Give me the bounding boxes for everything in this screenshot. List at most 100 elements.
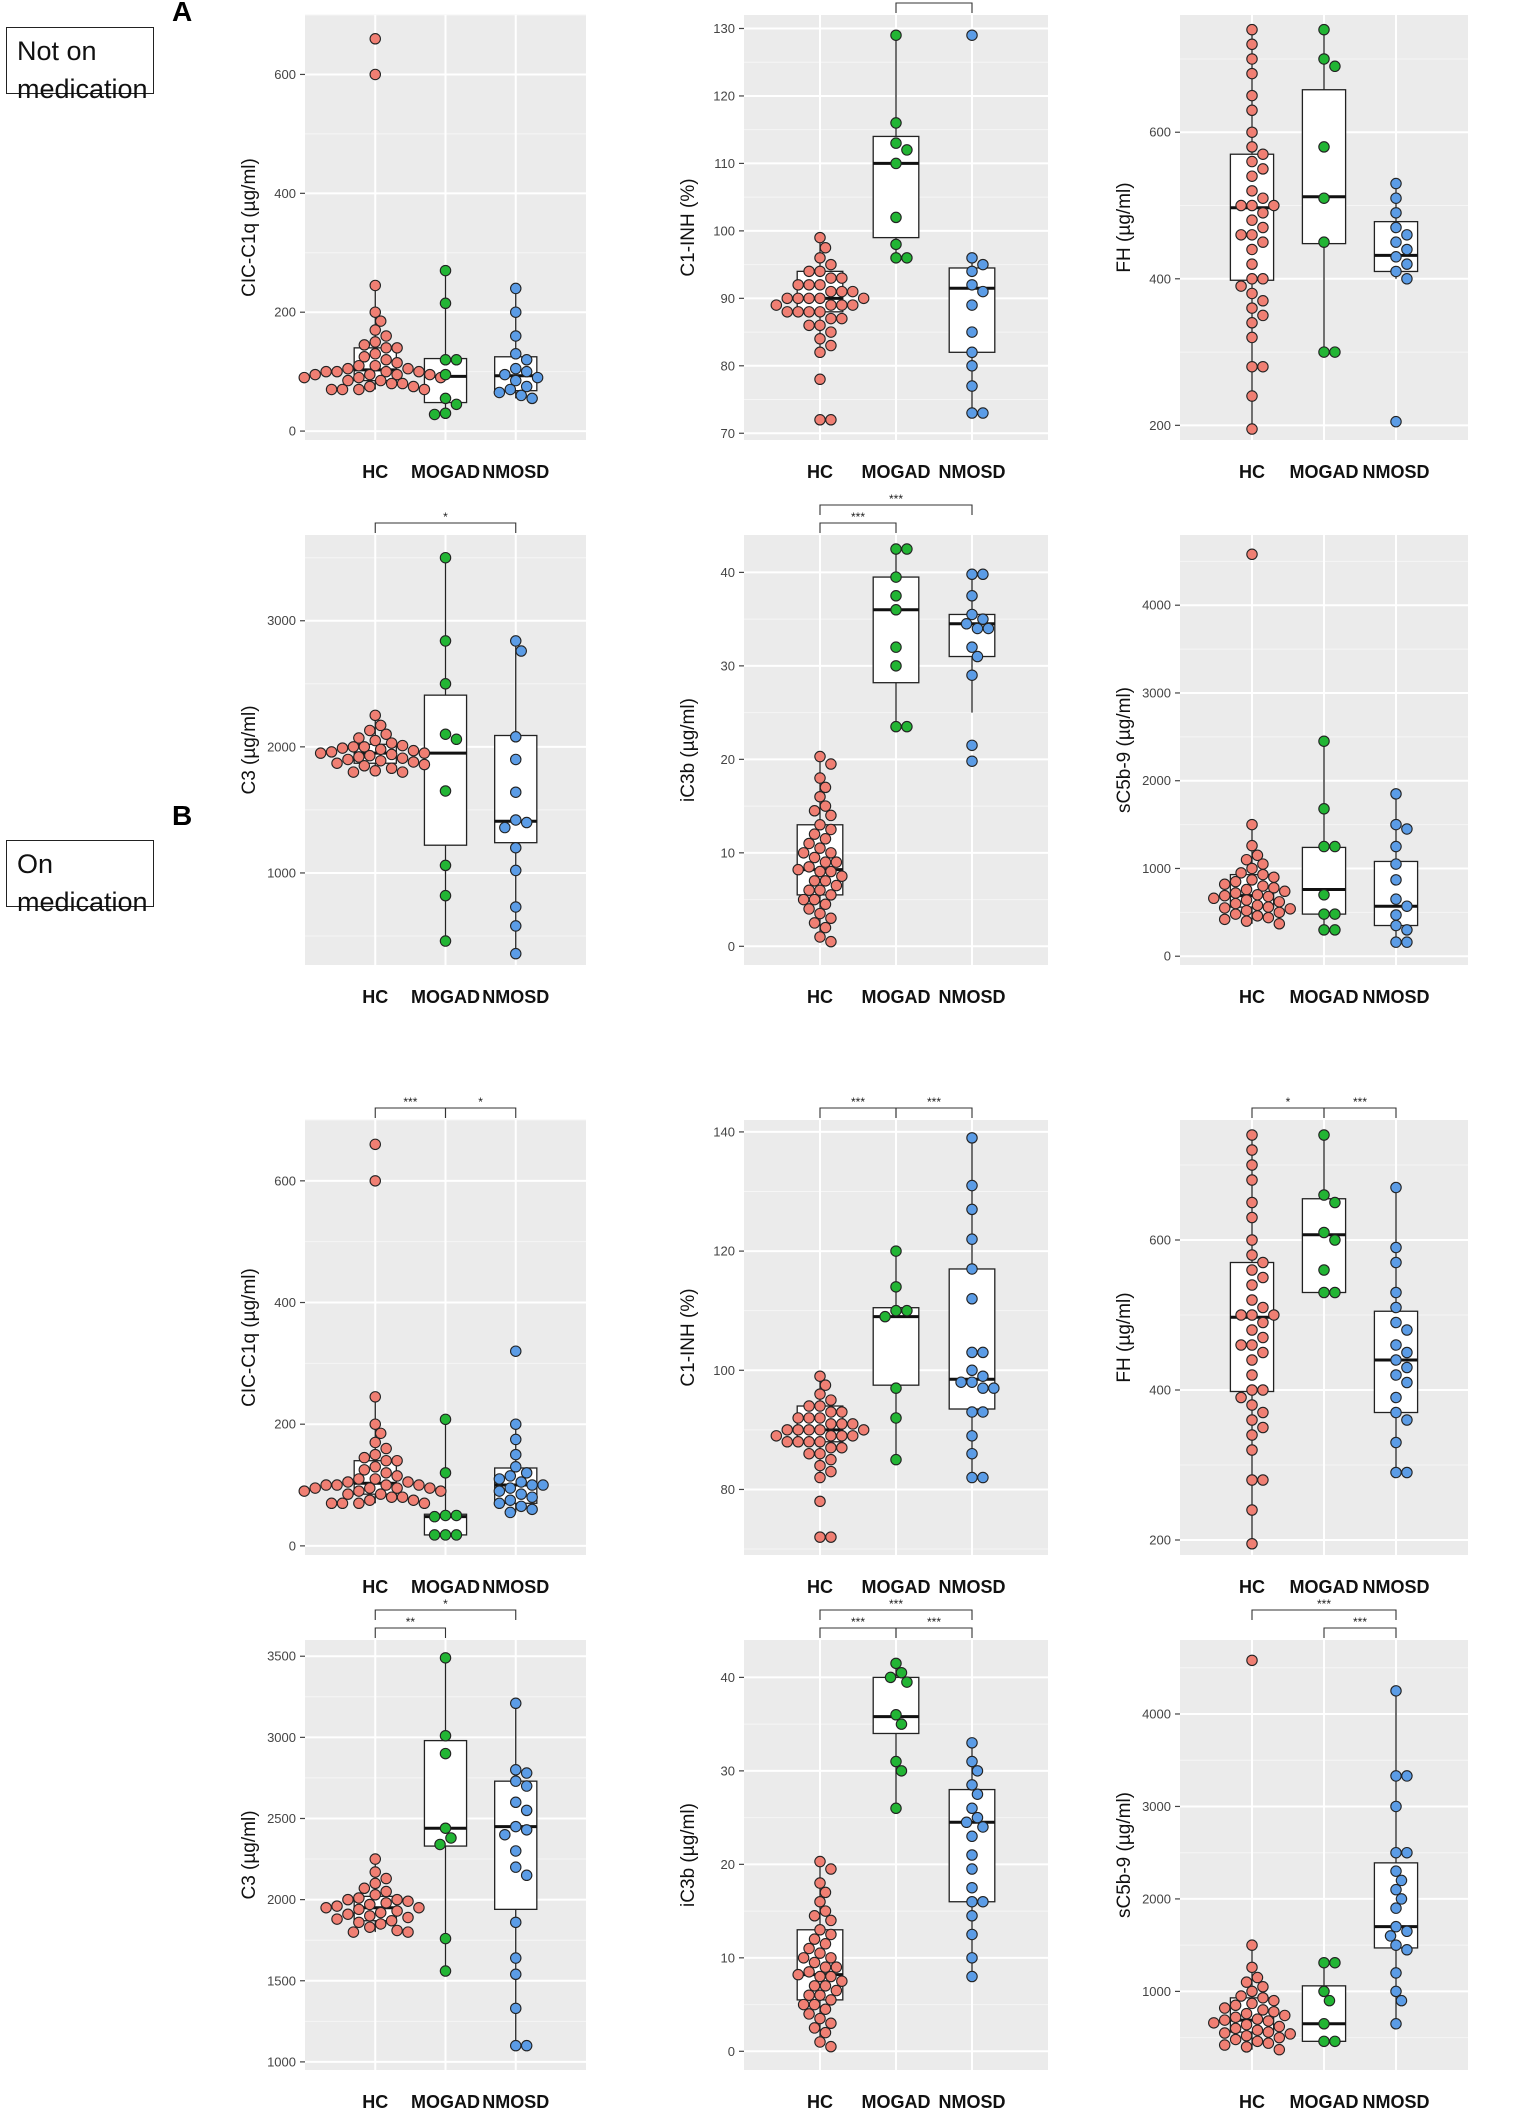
significance-bracket: [895, 2, 973, 13]
data-point-hc: [814, 306, 826, 318]
data-point-hc: [814, 1412, 826, 1424]
y-tick-label: 600: [274, 67, 296, 82]
box-mogad: [1301, 89, 1347, 245]
data-point-nmosd: [966, 1830, 978, 1843]
data-point-mogad: [439, 264, 452, 277]
data-point-nmosd: [1401, 273, 1413, 285]
data-point-hc: [1268, 1309, 1280, 1321]
x-tick-label-mogad: MOGAD: [862, 987, 931, 1007]
data-point-nmosd: [977, 1382, 989, 1394]
data-point-nmosd: [966, 1447, 978, 1460]
data-point-hc: [1235, 199, 1247, 212]
x-tick-label-hc: HC: [807, 1577, 833, 1597]
data-point-hc: [1246, 390, 1258, 402]
significance-label: ***: [889, 1597, 903, 1611]
data-point-hc: [814, 265, 826, 278]
data-point-hc: [814, 1424, 826, 1436]
data-point-hc: [1273, 896, 1286, 908]
y-tick-label: 4000: [1142, 598, 1171, 613]
data-point-mogad: [439, 1729, 452, 1742]
data-point-mogad: [1329, 1286, 1341, 1299]
data-point-hc: [407, 1494, 420, 1506]
data-point-nmosd: [966, 1910, 978, 1922]
data-point-hc: [391, 1470, 403, 1482]
data-point-nmosd: [1390, 788, 1402, 800]
data-point-hc: [1262, 901, 1275, 913]
x-tick-label-mogad: MOGAD: [411, 2092, 480, 2112]
data-point-nmosd: [509, 348, 522, 360]
data-point-nmosd: [1390, 919, 1402, 932]
data-point-nmosd: [520, 2039, 533, 2052]
data-point-nmosd: [1390, 1865, 1402, 1877]
data-point-mogad: [890, 660, 902, 672]
significance-bracket: [819, 1609, 973, 1620]
data-point-nmosd: [526, 1491, 538, 1503]
condition-line-2: medication: [17, 887, 148, 917]
data-point-nmosd: [966, 1376, 978, 1388]
data-point-hc: [402, 362, 414, 375]
data-point-nmosd: [1390, 1369, 1402, 1381]
significance-bracket: [1323, 1627, 1397, 1638]
data-point-mogad: [1318, 53, 1330, 65]
data-point-hc: [353, 371, 365, 384]
y-tick-label: 600: [1149, 125, 1171, 140]
data-point-nmosd: [509, 1952, 522, 1964]
data-point-hc: [825, 312, 837, 325]
data-point-nmosd: [966, 1779, 978, 1791]
data-point-hc: [353, 359, 365, 372]
significance-label: *: [1286, 1095, 1291, 1109]
x-tick-label-hc: HC: [1239, 2092, 1265, 2112]
data-point-nmosd: [966, 1132, 978, 1144]
data-point-hc: [814, 907, 826, 920]
data-point-hc: [825, 1863, 837, 1875]
data-point-hc: [1246, 155, 1258, 168]
y-axis-label: sC5b-9 (µg/ml): [1114, 1792, 1135, 1918]
x-tick-label-hc: HC: [1239, 987, 1265, 1007]
data-point-mogad: [890, 1453, 902, 1466]
data-point-hc: [814, 1400, 826, 1412]
data-point-hc: [1218, 2014, 1231, 2026]
data-point-nmosd: [966, 1364, 978, 1377]
data-point-nmosd: [1390, 936, 1402, 948]
data-point-mogad: [890, 604, 902, 616]
data-point-hc: [418, 747, 431, 759]
y-tick-label: 100: [713, 223, 735, 238]
data-point-hc: [847, 285, 859, 298]
data-point-hc: [1246, 1249, 1258, 1261]
y-tick-label: 2000: [267, 1892, 296, 1907]
y-tick-label: 0: [728, 939, 735, 954]
significance-label: *: [443, 510, 448, 524]
data-point-mogad: [439, 1529, 452, 1541]
data-point-nmosd: [509, 1448, 522, 1461]
data-point-nmosd: [966, 1430, 978, 1442]
data-point-hc: [803, 1436, 815, 1448]
x-tick-label-nmosd: NMOSD: [1363, 987, 1430, 1007]
data-point-hc: [336, 1497, 349, 1510]
data-point-hc: [374, 1427, 387, 1440]
y-tick-label: 1000: [267, 2054, 296, 2069]
data-point-hc: [1240, 2018, 1253, 2031]
data-point-hc: [380, 1467, 392, 1479]
data-point-hc: [814, 1989, 826, 2001]
data-point-hc: [1251, 1971, 1264, 1984]
data-point-nmosd: [1390, 1316, 1402, 1329]
data-point-mogad: [450, 733, 463, 746]
data-point-hc: [819, 2003, 832, 2015]
data-point-hc: [814, 1895, 826, 1908]
data-point-nmosd: [493, 1473, 506, 1485]
data-point-hc: [1257, 880, 1269, 892]
data-point-hc: [413, 1479, 425, 1491]
data-point-hc: [830, 856, 843, 868]
x-tick-label-mogad: MOGAD: [1290, 2092, 1359, 2112]
data-point-mogad: [1329, 924, 1341, 936]
data-point-hc: [814, 1924, 826, 1936]
data-point-nmosd: [499, 368, 511, 381]
data-point-hc: [1240, 894, 1253, 906]
data-point-hc: [1246, 243, 1258, 256]
data-point-nmosd: [966, 265, 978, 278]
data-point-hc: [1262, 2015, 1275, 2027]
data-point-hc: [814, 2012, 826, 2025]
data-point-hc: [836, 1406, 848, 1418]
data-point-hc: [380, 342, 392, 354]
data-point-hc: [374, 1906, 387, 1919]
